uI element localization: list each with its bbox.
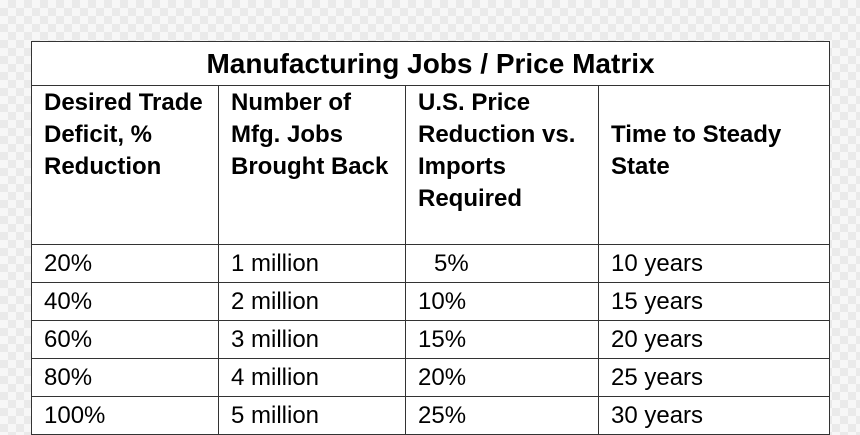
table-cell: 25 years [597,358,831,397]
table-cell: 3 million [218,320,406,359]
table-cell: 100% [31,396,219,435]
table-row: 60% 3 million 15% 20 years [31,320,831,359]
table-cell: 15% [405,320,599,359]
table-cell: 40% [31,282,219,321]
header-row: Desired Trade Deficit, % Reduction Number… [31,85,831,245]
table-cell: 15 years [597,282,831,321]
table-cell: 1 million [218,244,406,283]
table-title: Manufacturing Jobs / Price Matrix [30,41,831,86]
table-cell: 10% [405,282,599,321]
table-row: 100% 5 million 25% 30 years [31,396,831,435]
matrix-table: Manufacturing Jobs / Price Matrix Desire… [30,41,831,435]
column-header: Number of Mfg. Jobs Brought Back [218,85,406,245]
table-row: 80% 4 million 20% 25 years [31,358,831,397]
table-cell: 4 million [218,358,406,397]
table-cell: 20% [31,244,219,283]
table-cell: 2 million [218,282,406,321]
table-cell: 10 years [597,244,831,283]
column-header: Time to Steady State [597,85,831,245]
table-row: 40% 2 million 10% 15 years [31,282,831,321]
table-cell: 60% [31,320,219,359]
table-cell: 30 years [597,396,831,435]
table-cell: 80% [31,358,219,397]
table-cell: 5 million [218,396,406,435]
table-cell: 20% [405,358,599,397]
table-row: 20% 1 million 5% 10 years [31,244,831,283]
column-header: Desired Trade Deficit, % Reduction [31,85,219,245]
table-cell: 20 years [597,320,831,359]
table-cell: 5% [405,244,599,283]
column-header: U.S. Price Reduction vs. Imports Require… [405,85,599,245]
table-cell: 25% [405,396,599,435]
